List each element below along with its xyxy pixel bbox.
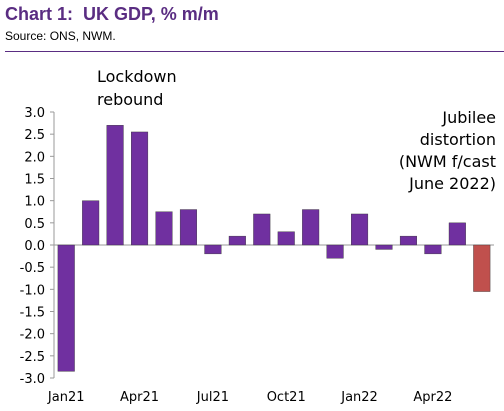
bar-nov21 [302, 209, 320, 246]
bar-mar22 [399, 235, 417, 246]
bar-jan22 [351, 213, 369, 246]
annotation-lockdown-rebound: Lockdown rebound [97, 67, 177, 109]
y-tick-label: -2.0 [20, 328, 45, 343]
y-tick-label: -1.0 [20, 283, 45, 298]
bar-feb21 [82, 200, 100, 246]
chart-header: Chart 1: UK GDP, % m/m Source: ONS, NWM. [5, 3, 504, 44]
bar-feb22 [375, 244, 393, 250]
y-tick-label: 1.0 [24, 195, 45, 210]
bar-apr22 [424, 244, 442, 255]
y-axis: 3.0 2.5 2.0 1.5 1.0 0.5 0.0 -0.5 -1.0 -1.5 -2.0 -2.… [20, 106, 54, 387]
bar-jun22 [473, 244, 491, 292]
y-tick-label: -3.0 [20, 372, 45, 387]
bar-jul21 [204, 244, 222, 255]
y-tick-label: 2.5 [24, 128, 45, 143]
bar-aug21 [228, 235, 246, 246]
bar-sep21 [253, 213, 271, 246]
bar-mar21 [106, 125, 124, 246]
annotations: Lockdown rebound Jubilee distortion (NWM f/c… [97, 67, 496, 193]
bar-apr21 [131, 131, 149, 246]
x-tick-label: Jul21 [196, 390, 229, 405]
bar-dec21 [326, 244, 344, 259]
chart-source: Source: ONS, NWM. [5, 29, 116, 43]
x-tick-label: Apr21 [120, 390, 159, 405]
y-tick-label: -1.5 [20, 306, 45, 321]
bar-oct21 [277, 231, 295, 246]
x-tick-label: Jan21 [47, 390, 85, 405]
y-tick-label: 3.0 [24, 106, 45, 121]
x-tick-label: Jan22 [340, 390, 378, 405]
y-tick-label: 1.5 [24, 173, 45, 188]
bar-may21 [155, 211, 173, 246]
bar-may22 [448, 222, 466, 246]
x-tick-label: Oct21 [267, 390, 306, 405]
y-tick-label: 0.5 [24, 217, 45, 232]
y-tick-label: 2.0 [24, 150, 45, 165]
header-divider [5, 51, 504, 52]
bars-group [57, 125, 491, 372]
bar-jan21 [57, 244, 75, 372]
x-axis: Jan21 Apr21 Jul21 Oct21 Jan22 Apr22 [47, 390, 452, 405]
y-tick-label: -2.5 [20, 350, 45, 365]
x-tick-label: Apr22 [413, 390, 452, 405]
bar-jun21 [179, 209, 197, 246]
annotation-jubilee-distortion: Jubilee distortion (NWM f/cast June 2022) [399, 108, 496, 193]
y-tick-label: 0.0 [24, 239, 45, 254]
chart-title: Chart 1: UK GDP, % m/m [5, 4, 219, 24]
y-tick-label: -0.5 [20, 261, 45, 276]
